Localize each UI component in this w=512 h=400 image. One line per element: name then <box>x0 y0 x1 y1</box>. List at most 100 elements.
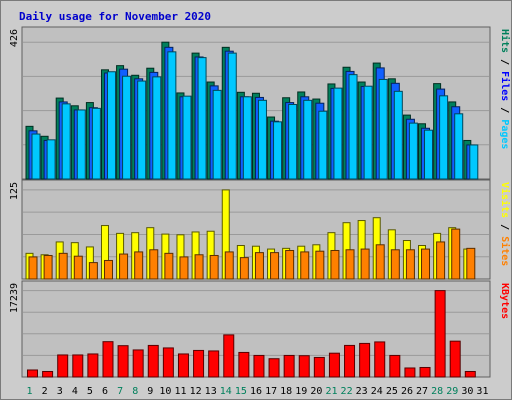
bar-sites-27 <box>421 248 431 280</box>
bar-pages-2 <box>46 139 56 180</box>
bar-kbytes-13 <box>208 350 220 378</box>
bar-pages-18 <box>288 103 298 180</box>
ymax-label-kbytes: 17239 <box>9 283 20 313</box>
ymax-label-hits: 426 <box>9 29 20 47</box>
day-label-25: 25 <box>386 386 398 397</box>
day-label-17: 17 <box>265 386 277 397</box>
day-label-2: 2 <box>42 386 48 397</box>
day-label-29: 29 <box>446 386 458 397</box>
day-label-27: 27 <box>416 386 428 397</box>
bar-sites-2 <box>43 254 53 280</box>
bar-sites-7 <box>119 253 129 280</box>
legend-hits: Hits / Files / Pages <box>499 29 511 149</box>
bar-pages-27 <box>424 129 434 180</box>
bar-pages-26 <box>408 122 418 180</box>
day-label-6: 6 <box>102 386 108 397</box>
legend-separator: / <box>499 218 510 236</box>
legend-separator: / <box>499 53 510 71</box>
bar-pages-1 <box>31 133 41 180</box>
day-label-28: 28 <box>431 386 443 397</box>
day-label-8: 8 <box>132 386 138 397</box>
bar-pages-17 <box>273 121 283 180</box>
legend-item-visits: Visits <box>499 182 511 218</box>
bar-sites-23 <box>360 248 370 280</box>
bar-pages-6 <box>106 71 116 180</box>
bar-sites-17 <box>270 252 280 280</box>
bar-sites-12 <box>194 254 204 280</box>
bar-sites-13 <box>209 254 219 280</box>
legend-separator: / <box>499 101 510 119</box>
bar-pages-10 <box>167 51 177 180</box>
bar-pages-13 <box>212 89 222 180</box>
bar-kbytes-20 <box>313 356 325 378</box>
bar-kbytes-4 <box>72 354 84 378</box>
bar-pages-12 <box>197 57 207 180</box>
bar-kbytes-11 <box>177 353 189 378</box>
bar-sites-28 <box>436 241 446 280</box>
day-label-3: 3 <box>57 386 63 397</box>
bar-kbytes-21 <box>328 352 340 378</box>
series-pages <box>31 51 479 180</box>
bar-sites-4 <box>73 255 83 280</box>
bar-kbytes-29 <box>449 340 461 378</box>
day-label-23: 23 <box>356 386 368 397</box>
ymax-label-visits: 125 <box>9 182 20 200</box>
day-label-24: 24 <box>371 386 383 397</box>
bar-kbytes-24 <box>374 341 386 378</box>
bar-sites-29 <box>451 228 461 280</box>
bar-pages-25 <box>393 90 403 180</box>
bar-sites-9 <box>149 249 159 280</box>
bar-sites-6 <box>103 259 113 280</box>
bar-pages-24 <box>378 78 388 180</box>
panel-visits: 125 Visits / Sites <box>9 179 511 280</box>
day-label-15: 15 <box>235 386 247 397</box>
legend-item-hits: Hits <box>499 29 511 53</box>
bar-pages-15 <box>242 96 252 180</box>
series-kbytes <box>27 290 476 378</box>
bar-sites-20 <box>315 250 325 280</box>
bar-sites-24 <box>375 244 385 280</box>
bar-sites-25 <box>390 249 400 280</box>
day-label-16: 16 <box>250 386 262 397</box>
bar-pages-3 <box>61 103 71 180</box>
series-sites <box>28 228 476 280</box>
day-label-31: 31 <box>476 386 488 397</box>
day-label-21: 21 <box>325 386 337 397</box>
bar-pages-5 <box>91 107 101 180</box>
day-label-10: 10 <box>159 386 171 397</box>
day-label-30: 30 <box>461 386 473 397</box>
day-label-19: 19 <box>295 386 307 397</box>
bar-kbytes-9 <box>147 344 159 378</box>
day-label-5: 5 <box>87 386 93 397</box>
bar-sites-26 <box>405 249 415 280</box>
bar-kbytes-19 <box>298 355 310 378</box>
bar-pages-16 <box>257 99 267 180</box>
bar-kbytes-23 <box>359 342 371 378</box>
day-label-26: 26 <box>401 386 413 397</box>
bar-sites-19 <box>300 251 310 280</box>
bar-pages-29 <box>454 113 464 180</box>
day-label-12: 12 <box>190 386 202 397</box>
day-label-20: 20 <box>310 386 322 397</box>
legend-visits: Visits / Sites <box>499 182 511 266</box>
bar-sites-16 <box>254 252 264 280</box>
bar-sites-15 <box>239 257 249 280</box>
day-label-13: 13 <box>205 386 217 397</box>
bar-sites-30 <box>466 247 476 280</box>
bar-kbytes-25 <box>389 354 401 378</box>
bar-kbytes-28 <box>434 290 446 378</box>
day-label-14: 14 <box>220 386 232 397</box>
panels: 426 Hits / Files / Pages 125 Visits / Sites… <box>9 26 511 378</box>
day-label-11: 11 <box>174 386 186 397</box>
bar-sites-5 <box>88 262 98 280</box>
bar-kbytes-8 <box>132 349 144 378</box>
legend-item-kbytes: KBytes <box>499 283 510 319</box>
bar-sites-3 <box>58 252 68 280</box>
bar-kbytes-7 <box>117 345 129 378</box>
day-label-9: 9 <box>147 386 153 397</box>
bar-kbytes-16 <box>253 354 265 378</box>
bar-pages-30 <box>469 144 479 180</box>
bar-kbytes-27 <box>419 366 431 378</box>
bar-sites-1 <box>28 256 38 280</box>
